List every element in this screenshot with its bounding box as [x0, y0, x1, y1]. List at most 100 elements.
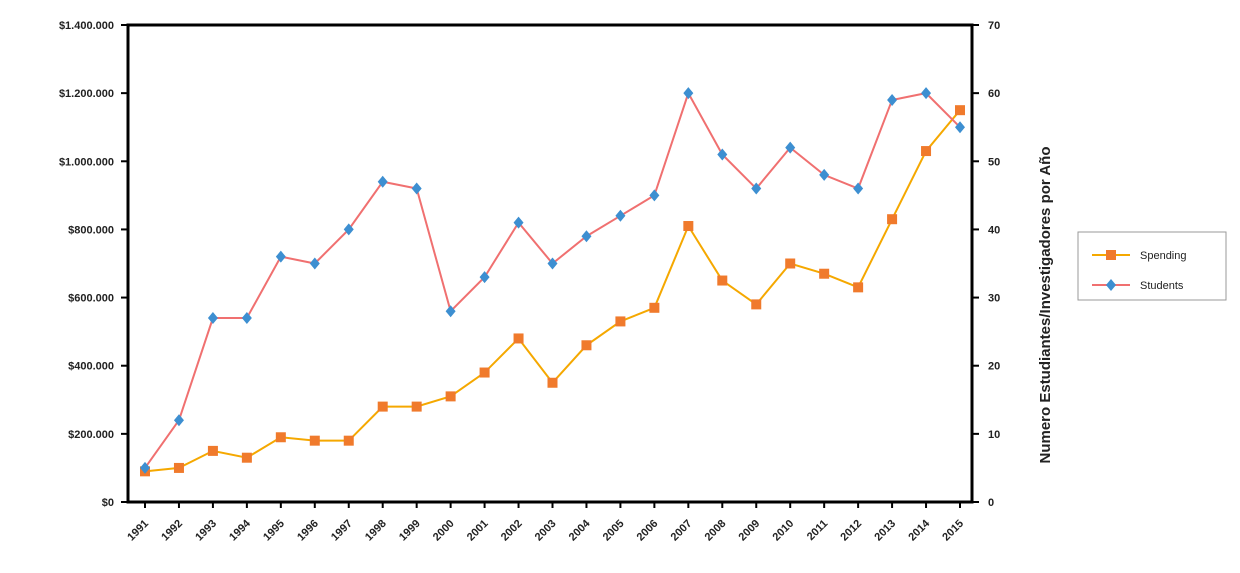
left-tick-label: $0 — [102, 497, 114, 509]
data-point — [785, 141, 796, 154]
data-point — [513, 333, 524, 344]
x-tick-label: 1999 — [397, 518, 423, 544]
legend: Spending Students — [1077, 231, 1227, 301]
x-tick-label: 1998 — [363, 518, 389, 544]
data-point — [411, 182, 422, 195]
data-point — [173, 414, 184, 427]
right-tick-label: 70 — [988, 20, 1000, 32]
data-point — [445, 391, 456, 402]
right-y-axis: 0 10 20 30 40 50 60 70 — [972, 20, 1000, 509]
x-tick-label: 2005 — [601, 518, 627, 544]
right-axis-title: Numero Estudiantes/Investigadores por Añ… — [1037, 147, 1054, 464]
left-tick-label: $1.400.000 — [59, 20, 114, 32]
data-point — [207, 312, 218, 325]
data-point — [207, 445, 218, 456]
right-tick-label: 60 — [988, 88, 1000, 100]
right-tick-label: 50 — [988, 156, 1000, 168]
data-point — [853, 282, 864, 293]
legend-marker — [1106, 250, 1116, 260]
data-point — [343, 435, 354, 446]
data-point — [547, 377, 558, 388]
data-point — [547, 257, 558, 270]
x-tick-label: 1993 — [193, 518, 219, 544]
right-tick-label: 30 — [988, 293, 1000, 305]
left-tick-label: $1.200.000 — [59, 88, 114, 100]
data-point — [819, 268, 830, 279]
x-tick-label: 1997 — [329, 518, 355, 544]
left-tick-label: $400.000 — [68, 361, 114, 373]
data-point — [751, 299, 762, 310]
series-spending — [140, 105, 965, 477]
data-point — [173, 462, 184, 473]
data-point — [887, 214, 898, 225]
left-tick-label: $600.000 — [68, 293, 114, 305]
data-point — [343, 223, 354, 236]
x-tick-label: 2009 — [737, 518, 763, 544]
x-tick-label: 1992 — [159, 518, 185, 544]
data-point — [479, 367, 490, 378]
series-students — [140, 87, 965, 474]
legend-label: Spending — [1140, 250, 1187, 262]
data-point — [479, 271, 490, 284]
data-point — [649, 302, 660, 313]
data-point — [275, 250, 286, 263]
x-tick-label: 2010 — [771, 518, 797, 544]
x-tick-label: 2000 — [431, 518, 457, 544]
data-point — [649, 189, 660, 202]
data-point — [819, 168, 830, 181]
data-point — [513, 216, 524, 229]
data-point — [275, 432, 286, 443]
data-point — [615, 316, 626, 327]
left-tick-label: $800.000 — [68, 224, 114, 236]
data-point — [581, 230, 592, 243]
left-tick-label: $200.000 — [68, 429, 114, 441]
right-tick-label: 0 — [988, 497, 994, 509]
data-point — [887, 93, 898, 106]
x-tick-label: 2004 — [567, 517, 593, 543]
x-tick-label: 2014 — [906, 517, 932, 543]
x-tick-label: 2012 — [838, 518, 864, 544]
data-point — [683, 87, 694, 100]
data-point — [717, 148, 728, 161]
left-tick-label: $1.000.000 — [59, 156, 114, 168]
x-tick-label: 2002 — [499, 518, 525, 544]
x-tick-label: 2011 — [805, 518, 830, 543]
left-y-axis: $0 $200.000 $400.000 $600.000 $800.000 $1.000… — [59, 20, 128, 509]
data-point — [309, 257, 320, 270]
legend-label: Students — [1140, 280, 1184, 292]
x-tick-label: 1996 — [295, 518, 321, 544]
x-tick-label: 2008 — [703, 518, 729, 544]
data-point — [615, 209, 626, 222]
x-tick-label: 2015 — [940, 518, 966, 544]
x-tick-label: 1991 — [125, 518, 151, 544]
legend-box — [1077, 231, 1227, 301]
x-tick-label: 2001 — [465, 518, 491, 544]
data-point — [717, 275, 728, 286]
data-point — [921, 87, 932, 100]
data-point — [309, 435, 320, 446]
x-tick-label: 2006 — [635, 518, 661, 544]
x-tick-label: 1995 — [261, 518, 287, 544]
data-point — [955, 105, 965, 116]
data-point — [581, 340, 592, 351]
data-point — [853, 182, 864, 195]
right-tick-label: 10 — [988, 429, 1000, 441]
data-point — [377, 175, 388, 188]
x-tick-label: 1994 — [227, 517, 253, 543]
data-point — [140, 461, 150, 474]
x-tick-label: 2013 — [872, 518, 898, 544]
data-point — [377, 401, 388, 412]
data-point — [241, 312, 252, 325]
data-point — [921, 146, 932, 157]
x-tick-label: 2003 — [533, 518, 559, 544]
data-point — [445, 305, 456, 318]
x-axis: 1991 1992 1993 1994 1995 1996 1997 1998 1999 2000… — [125, 502, 966, 543]
right-tick-label: 40 — [988, 224, 1000, 236]
data-point — [683, 221, 694, 232]
legend-marker — [1106, 279, 1116, 291]
data-point — [751, 182, 762, 195]
data-point — [411, 401, 422, 412]
data-point — [955, 121, 965, 134]
x-tick-label: 2007 — [669, 518, 695, 544]
